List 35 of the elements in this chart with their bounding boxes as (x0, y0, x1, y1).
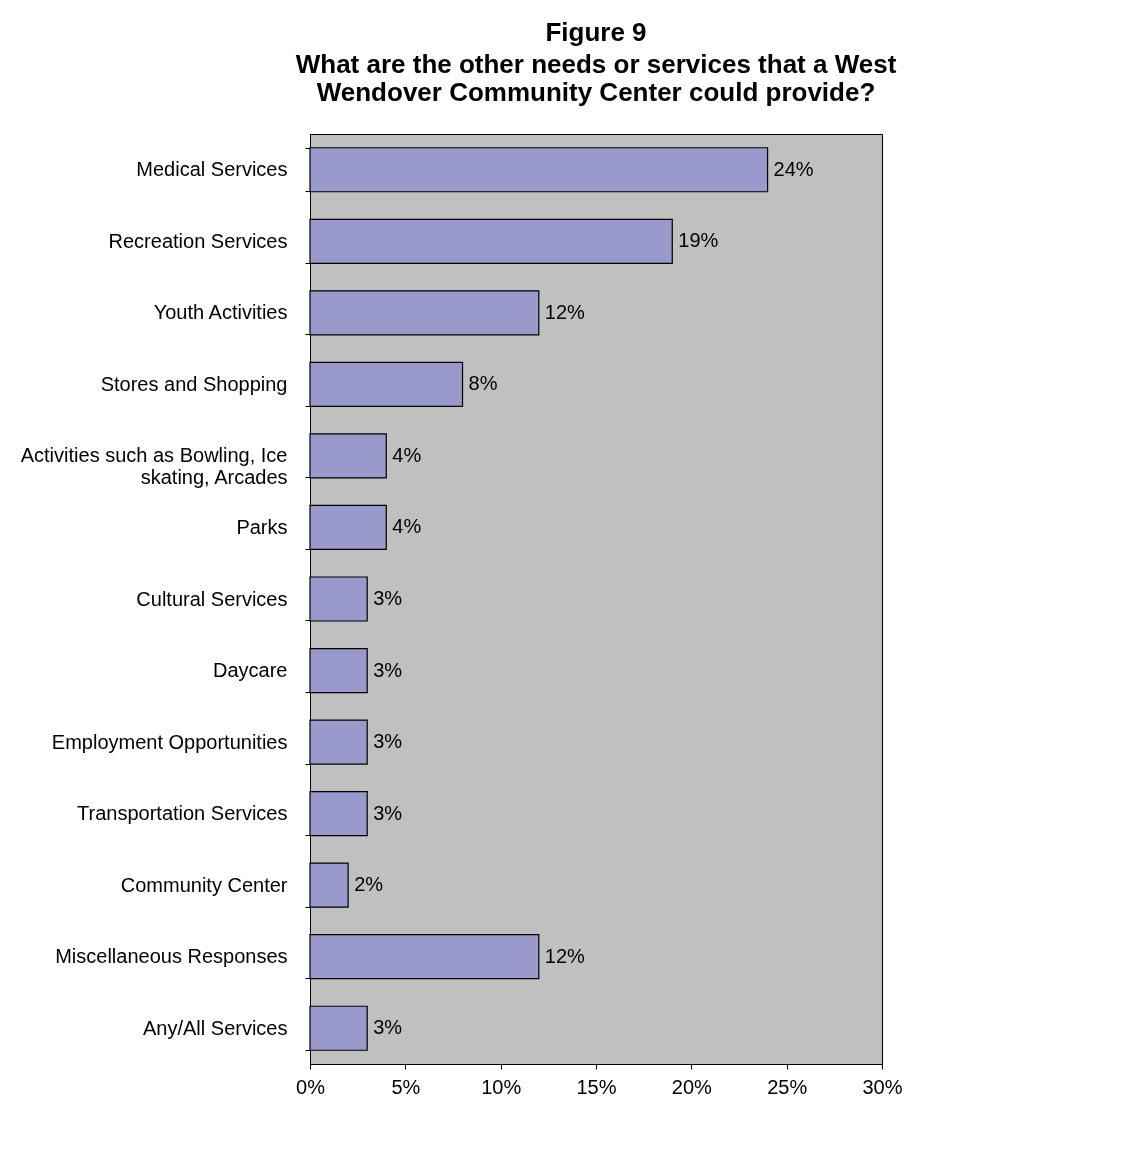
y-tick-label: Stores and Shopping (100, 372, 288, 395)
chart-subtitle: What are the other needs or services that a West Wendover Community Center could provide? (295, 49, 897, 107)
x-tick-label: 25% (767, 1075, 808, 1098)
y-tick-label: Any/All Services (143, 1016, 288, 1039)
y-tick-label: Daycare (213, 659, 288, 682)
y-tick-label: Recreation Services (108, 229, 288, 252)
y-tick-label: Miscellaneous Responses (55, 945, 288, 968)
x-tick-label: 20% (671, 1075, 713, 1098)
data-label: 4% (392, 515, 422, 538)
y-tick-label: Cultural Services (136, 587, 288, 610)
y-tick-label: Medical Services (136, 158, 288, 181)
data-label: 3% (373, 730, 403, 753)
data-label: 3% (373, 1016, 403, 1039)
y-tick-label: Youth Activities (153, 301, 288, 324)
y-tick-label: Activities such as Bowling, Ice skating, Arcades (20, 444, 288, 489)
data-label: 24% (773, 157, 814, 180)
data-label: 3% (373, 658, 403, 681)
data-label: 12% (544, 300, 586, 323)
y-tick-label: Parks (236, 515, 288, 538)
data-label: 3% (373, 801, 403, 824)
data-label: 19% (678, 229, 719, 252)
y-tick-label: Transportation Services (77, 802, 288, 825)
data-label: 2% (354, 873, 384, 896)
y-tick-label: Community Center (120, 873, 288, 896)
x-tick-label: 10% (481, 1075, 522, 1098)
x-tick-label: 15% (576, 1075, 617, 1098)
y-tick-label: Employment Opportunities (51, 730, 288, 753)
chart-title: Figure 9 (545, 17, 647, 47)
data-label: 4% (392, 443, 422, 466)
data-label: 12% (544, 944, 586, 967)
x-tick-label: 0% (296, 1075, 326, 1098)
data-label: 8% (468, 372, 498, 395)
x-tick-label: 30% (862, 1075, 903, 1098)
x-tick-label: 5% (391, 1075, 421, 1098)
data-label: 3% (373, 587, 403, 609)
